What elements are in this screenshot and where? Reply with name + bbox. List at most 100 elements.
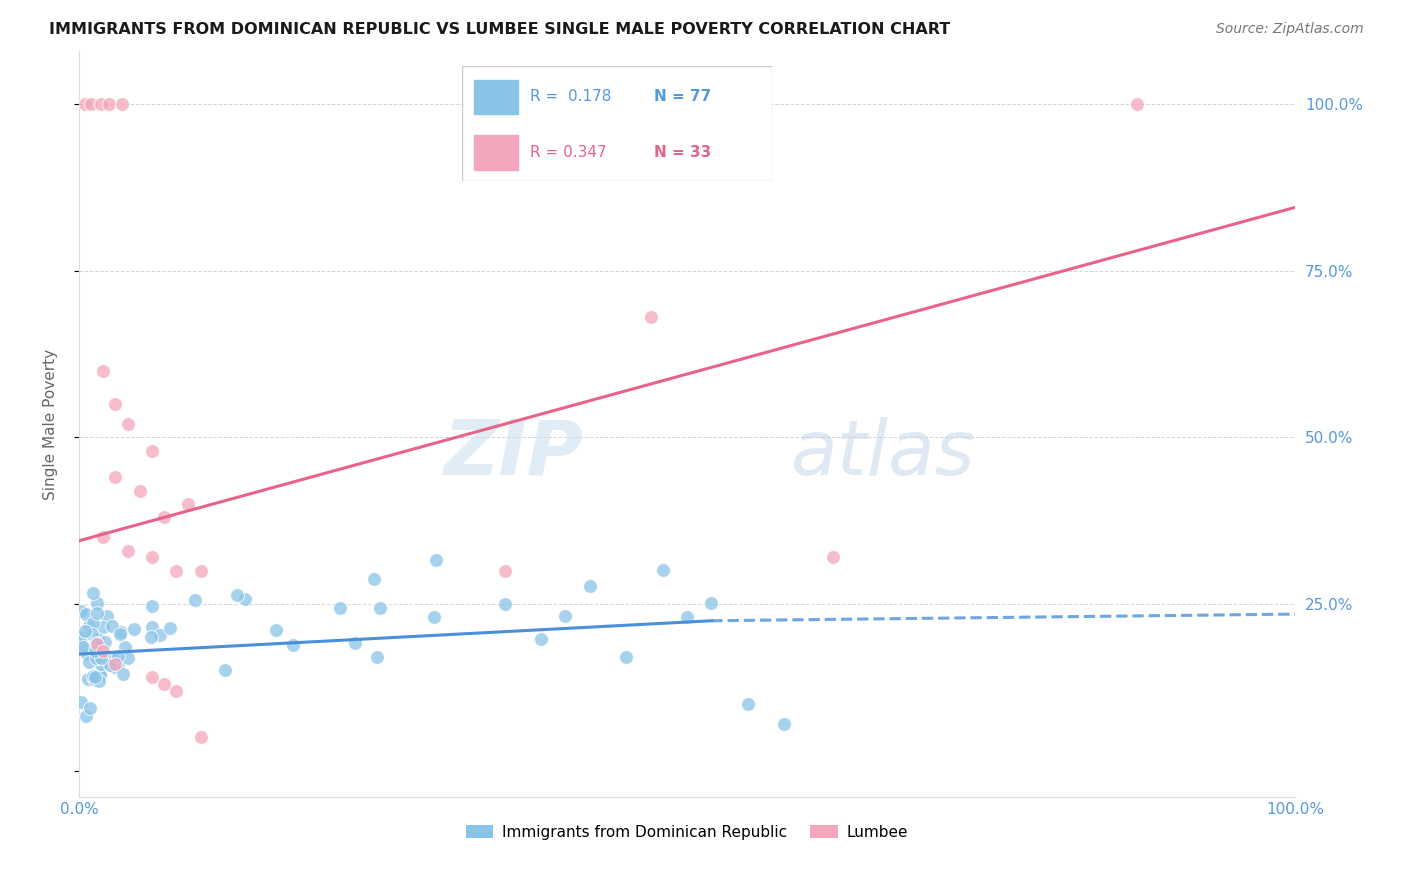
- Point: [108, 627, 131, 641]
- Point: [190, 564, 212, 578]
- Point: [107, 657, 129, 672]
- Point: [165, 683, 187, 698]
- Point: [104, 657, 127, 672]
- Point: [75, 709, 97, 723]
- Point: [103, 660, 125, 674]
- Point: [614, 649, 637, 664]
- Point: [82, 586, 104, 600]
- Point: [530, 632, 553, 646]
- Point: [84, 651, 107, 665]
- Point: [153, 677, 176, 691]
- Point: [77, 655, 100, 669]
- Point: [139, 630, 162, 644]
- Point: [117, 650, 139, 665]
- Point: [366, 649, 388, 664]
- Text: ZIP: ZIP: [444, 417, 583, 491]
- Point: [177, 497, 200, 511]
- Point: [87, 632, 110, 646]
- Point: [82, 668, 104, 682]
- Point: [70, 638, 93, 652]
- Point: [110, 624, 132, 639]
- Point: [83, 673, 105, 687]
- Point: [141, 550, 163, 565]
- Point: [141, 670, 163, 684]
- Point: [94, 635, 117, 649]
- Point: [86, 596, 108, 610]
- Point: [153, 510, 176, 524]
- Point: [104, 470, 127, 484]
- Point: [114, 640, 136, 654]
- Point: [91, 644, 114, 658]
- Point: [423, 609, 446, 624]
- Point: [554, 609, 576, 624]
- Point: [70, 695, 93, 709]
- Point: [73, 97, 96, 112]
- Point: [821, 550, 844, 565]
- Point: [79, 619, 101, 633]
- Point: [578, 579, 600, 593]
- Point: [737, 697, 759, 711]
- Point: [82, 615, 104, 630]
- Point: [90, 97, 112, 112]
- Point: [700, 596, 723, 610]
- Point: [343, 636, 366, 650]
- Legend: Immigrants from Dominican Republic, Lumbee: Immigrants from Dominican Republic, Lumb…: [460, 819, 915, 846]
- Text: IMMIGRANTS FROM DOMINICAN REPUBLIC VS LUMBEE SINGLE MALE POVERTY CORRELATION CHA: IMMIGRANTS FROM DOMINICAN REPUBLIC VS LU…: [49, 22, 950, 37]
- Point: [368, 601, 391, 615]
- Point: [110, 97, 132, 112]
- Point: [214, 663, 236, 677]
- Point: [77, 672, 100, 686]
- Point: [91, 530, 114, 544]
- Point: [773, 717, 796, 731]
- Point: [89, 668, 111, 682]
- Point: [86, 647, 108, 661]
- Point: [98, 657, 121, 672]
- Point: [100, 618, 122, 632]
- Point: [225, 588, 247, 602]
- Point: [676, 610, 699, 624]
- Point: [112, 666, 135, 681]
- Point: [651, 563, 673, 577]
- Point: [233, 591, 256, 606]
- Point: [86, 648, 108, 662]
- Text: Source: ZipAtlas.com: Source: ZipAtlas.com: [1216, 22, 1364, 37]
- Point: [79, 701, 101, 715]
- Point: [281, 638, 304, 652]
- Point: [266, 623, 288, 637]
- Point: [70, 604, 93, 618]
- Point: [1126, 97, 1149, 112]
- Point: [96, 609, 118, 624]
- Point: [107, 649, 129, 664]
- Point: [89, 650, 111, 665]
- Point: [91, 620, 114, 634]
- Point: [91, 364, 114, 378]
- Point: [124, 622, 146, 636]
- Point: [86, 607, 108, 621]
- Point: [84, 636, 107, 650]
- Point: [76, 647, 98, 661]
- Point: [117, 543, 139, 558]
- Point: [494, 598, 516, 612]
- Point: [117, 417, 139, 431]
- Point: [141, 620, 163, 634]
- Point: [184, 592, 207, 607]
- Point: [104, 397, 127, 411]
- Point: [141, 599, 163, 613]
- Point: [90, 657, 112, 671]
- Point: [80, 97, 103, 112]
- Point: [70, 630, 93, 644]
- Point: [90, 651, 112, 665]
- Point: [165, 564, 187, 578]
- Point: [363, 572, 385, 586]
- Point: [640, 310, 662, 325]
- Point: [425, 553, 447, 567]
- Point: [73, 624, 96, 639]
- Point: [98, 97, 121, 112]
- Point: [494, 564, 516, 578]
- Point: [141, 443, 163, 458]
- Point: [75, 607, 97, 622]
- Point: [190, 731, 212, 745]
- Point: [101, 651, 124, 665]
- Point: [159, 621, 181, 635]
- Text: atlas: atlas: [790, 417, 974, 491]
